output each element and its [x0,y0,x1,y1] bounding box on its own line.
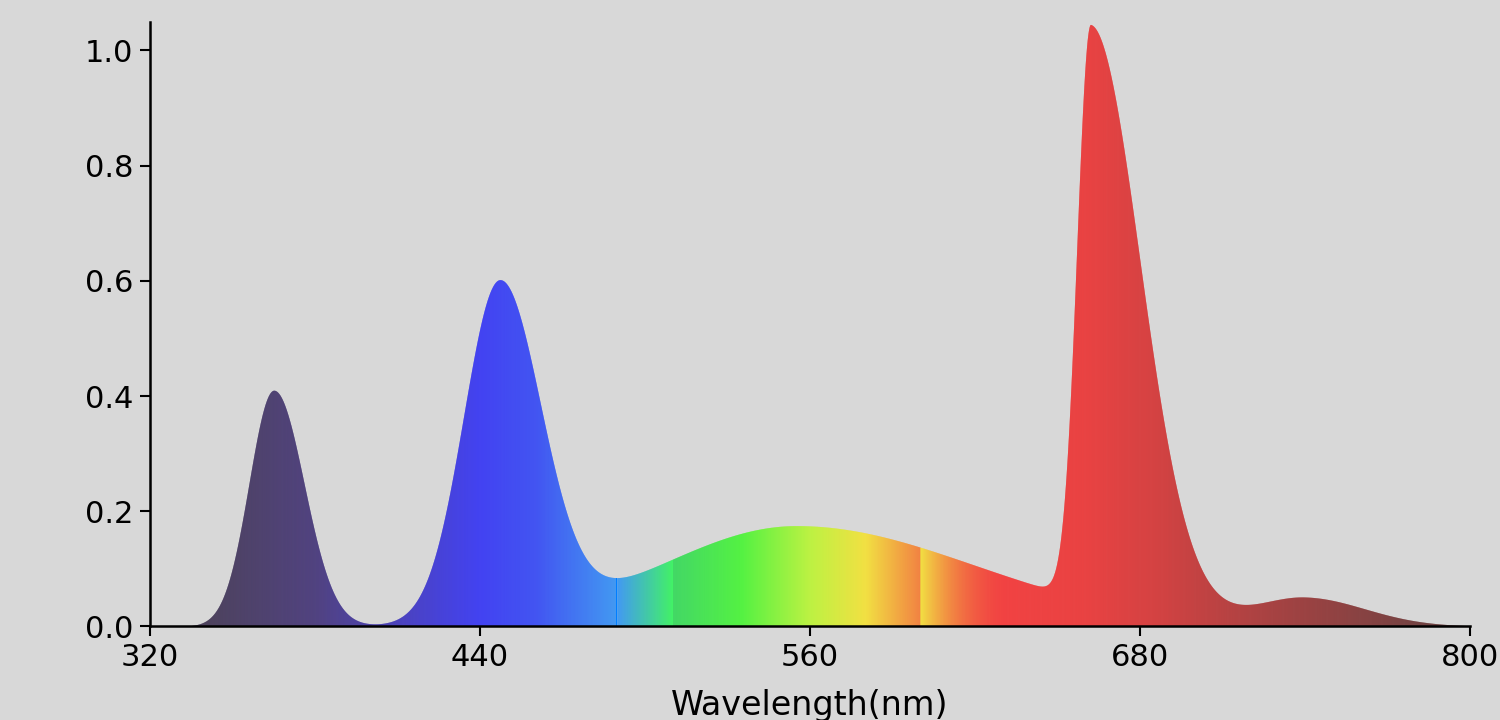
X-axis label: Wavelength(nm): Wavelength(nm) [672,689,948,720]
